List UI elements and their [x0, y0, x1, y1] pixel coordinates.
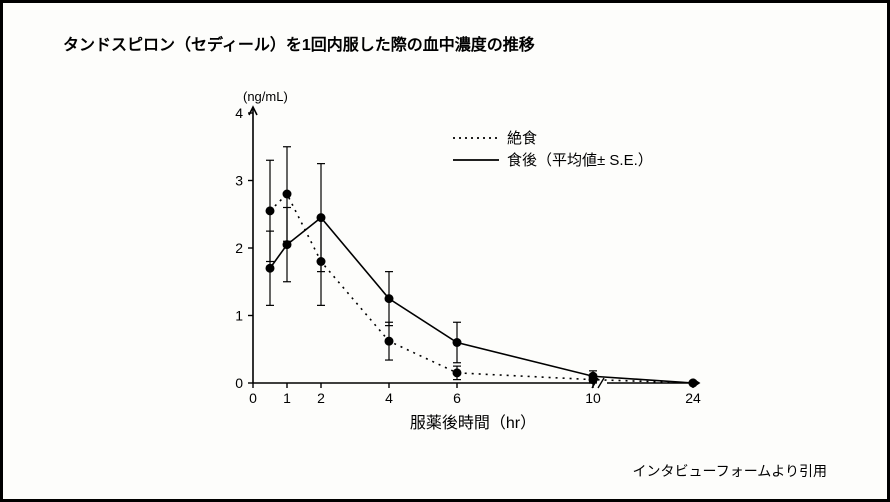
series-marker [589, 372, 598, 381]
series-marker [385, 337, 394, 346]
legend-label: 絶食 [507, 130, 537, 147]
series-marker [453, 368, 462, 377]
y-tick-label: 4 [235, 105, 243, 121]
x-tick-label: 1 [283, 390, 291, 406]
series-marker [317, 213, 326, 222]
y-unit-label: (ng/mL) [243, 89, 288, 104]
series-marker [283, 190, 292, 199]
chart-svg: 01234012461024(ng/mL)服薬後時間（hr）絶食食後（平均値± … [193, 83, 713, 443]
x-tick-label: 0 [249, 390, 257, 406]
series-marker [266, 264, 275, 273]
y-tick-label: 0 [235, 375, 243, 391]
x-tick-label: 24 [685, 390, 701, 406]
x-axis-label: 服薬後時間（hr） [410, 414, 536, 432]
x-tick-label: 6 [453, 390, 461, 406]
legend-label: 食後（平均値± S.E.） [507, 152, 653, 169]
series-marker [453, 338, 462, 347]
series-marker [385, 294, 394, 303]
concentration-chart: 01234012461024(ng/mL)服薬後時間（hr）絶食食後（平均値± … [193, 83, 713, 443]
x-tick-label: 2 [317, 390, 325, 406]
series-marker [283, 240, 292, 249]
citation-text: インタビューフォームより引用 [633, 461, 827, 481]
x-tick-label: 10 [585, 390, 601, 406]
series-line-fed [270, 218, 693, 383]
y-tick-label: 2 [235, 240, 243, 256]
page-title: タンドスピロン（セディール）を1回内服した際の血中濃度の推移 [63, 31, 535, 55]
y-tick-label: 3 [235, 173, 243, 189]
y-tick-label: 1 [235, 308, 243, 324]
series-marker [266, 206, 275, 215]
x-tick-label: 4 [385, 390, 393, 406]
document-frame: タンドスピロン（セディール）を1回内服した際の血中濃度の推移 012340124… [0, 0, 890, 502]
series-line-fasting [270, 194, 693, 383]
series-marker [689, 379, 698, 388]
